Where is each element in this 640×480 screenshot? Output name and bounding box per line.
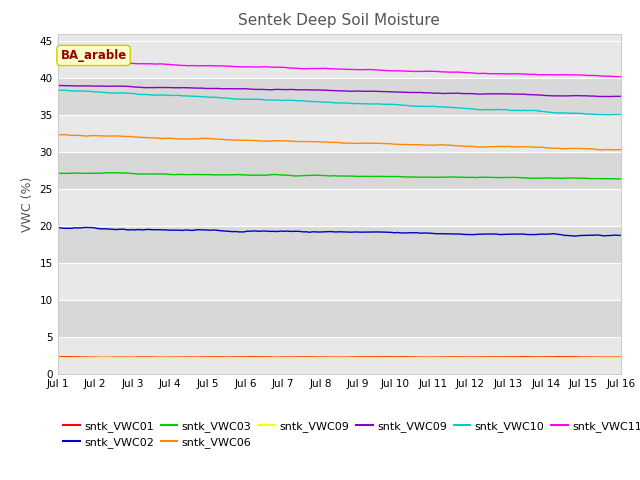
sntk_VWC01: [54, 354, 61, 360]
sntk_VWC03: [161, 171, 169, 177]
sntk_VWC06: [88, 133, 95, 139]
Bar: [58, 78, 621, 115]
sntk_VWC11: [159, 61, 166, 67]
sntk_VWC10: [617, 112, 625, 118]
sntk_VWC03: [207, 172, 214, 178]
sntk_VWC02: [617, 232, 625, 238]
Bar: [58, 41, 621, 78]
sntk_VWC10: [591, 111, 599, 117]
Line: sntk_VWC03: sntk_VWC03: [58, 173, 621, 179]
sntk_VWC10: [90, 89, 98, 95]
sntk_VWC06: [76, 133, 84, 139]
sntk_VWC01: [617, 354, 625, 360]
sntk_VWC10: [605, 112, 613, 118]
sntk_VWC11: [617, 74, 625, 80]
sntk_VWC06: [617, 147, 625, 153]
sntk_VWC11: [54, 59, 61, 65]
Line: sntk_VWC02: sntk_VWC02: [58, 228, 621, 236]
sntk_VWC06: [159, 136, 166, 142]
sntk_VWC09: [597, 94, 605, 99]
Bar: [58, 263, 621, 300]
Line: sntk_VWC09: sntk_VWC09: [58, 85, 621, 96]
Bar: [58, 115, 621, 152]
sntk_VWC10: [572, 110, 579, 116]
sntk_VWC09: [204, 354, 211, 360]
sntk_VWC01: [575, 354, 582, 360]
sntk_VWC09: [76, 354, 84, 360]
sntk_VWC06: [54, 132, 61, 137]
sntk_VWC09: [159, 84, 166, 90]
Line: sntk_VWC01: sntk_VWC01: [58, 357, 621, 358]
sntk_VWC02: [161, 227, 169, 233]
sntk_VWC02: [76, 225, 84, 231]
Bar: [58, 226, 621, 263]
sntk_VWC09: [617, 354, 625, 360]
sntk_VWC03: [572, 175, 579, 181]
sntk_VWC03: [76, 170, 84, 176]
sntk_VWC03: [88, 170, 95, 176]
sntk_VWC09: [54, 83, 61, 88]
sntk_VWC01: [99, 355, 107, 360]
sntk_VWC09: [569, 354, 577, 360]
sntk_VWC02: [575, 233, 582, 239]
Bar: [58, 189, 621, 226]
sntk_VWC06: [569, 145, 577, 151]
sntk_VWC06: [204, 135, 211, 141]
sntk_VWC06: [589, 146, 596, 152]
sntk_VWC09: [589, 93, 596, 99]
sntk_VWC09: [617, 94, 625, 99]
sntk_VWC11: [76, 60, 84, 65]
Bar: [58, 152, 621, 189]
sntk_VWC11: [204, 63, 211, 69]
sntk_VWC01: [76, 354, 84, 360]
sntk_VWC09: [88, 83, 95, 89]
sntk_VWC01: [88, 354, 95, 360]
sntk_VWC01: [207, 354, 214, 360]
sntk_VWC09: [204, 85, 211, 91]
sntk_VWC02: [54, 225, 61, 230]
sntk_VWC01: [161, 354, 169, 360]
Text: BA_arable: BA_arable: [60, 49, 127, 62]
Line: sntk_VWC11: sntk_VWC11: [58, 62, 621, 77]
Bar: [58, 300, 621, 337]
sntk_VWC11: [88, 60, 95, 66]
sntk_VWC03: [591, 176, 599, 181]
Line: sntk_VWC06: sntk_VWC06: [58, 134, 621, 150]
sntk_VWC02: [90, 225, 98, 231]
Y-axis label: VWC (%): VWC (%): [21, 176, 34, 232]
sntk_VWC02: [207, 228, 214, 233]
sntk_VWC01: [555, 354, 563, 360]
sntk_VWC10: [161, 92, 169, 98]
Title: Sentek Deep Soil Moisture: Sentek Deep Soil Moisture: [238, 13, 440, 28]
sntk_VWC02: [595, 232, 602, 238]
sntk_VWC10: [207, 95, 214, 100]
sntk_VWC10: [54, 87, 61, 93]
sntk_VWC11: [589, 72, 596, 78]
sntk_VWC03: [617, 176, 625, 182]
sntk_VWC11: [569, 72, 577, 78]
sntk_VWC10: [56, 87, 64, 93]
sntk_VWC06: [611, 147, 619, 153]
sntk_VWC10: [79, 88, 87, 94]
sntk_VWC09: [76, 83, 84, 89]
sntk_VWC09: [569, 93, 577, 99]
sntk_VWC02: [82, 225, 90, 230]
sntk_VWC02: [572, 233, 579, 239]
sntk_VWC03: [54, 170, 61, 176]
sntk_VWC09: [88, 354, 95, 360]
Bar: [58, 337, 621, 374]
sntk_VWC09: [54, 354, 61, 360]
Legend: sntk_VWC01, sntk_VWC02, sntk_VWC03, sntk_VWC06, sntk_VWC09, sntk_VWC09, sntk_VWC: sntk_VWC01, sntk_VWC02, sntk_VWC03, sntk…: [63, 421, 640, 448]
sntk_VWC09: [159, 354, 166, 360]
sntk_VWC01: [595, 354, 602, 360]
Line: sntk_VWC10: sntk_VWC10: [58, 90, 621, 115]
sntk_VWC09: [589, 354, 596, 360]
sntk_VWC03: [110, 170, 118, 176]
